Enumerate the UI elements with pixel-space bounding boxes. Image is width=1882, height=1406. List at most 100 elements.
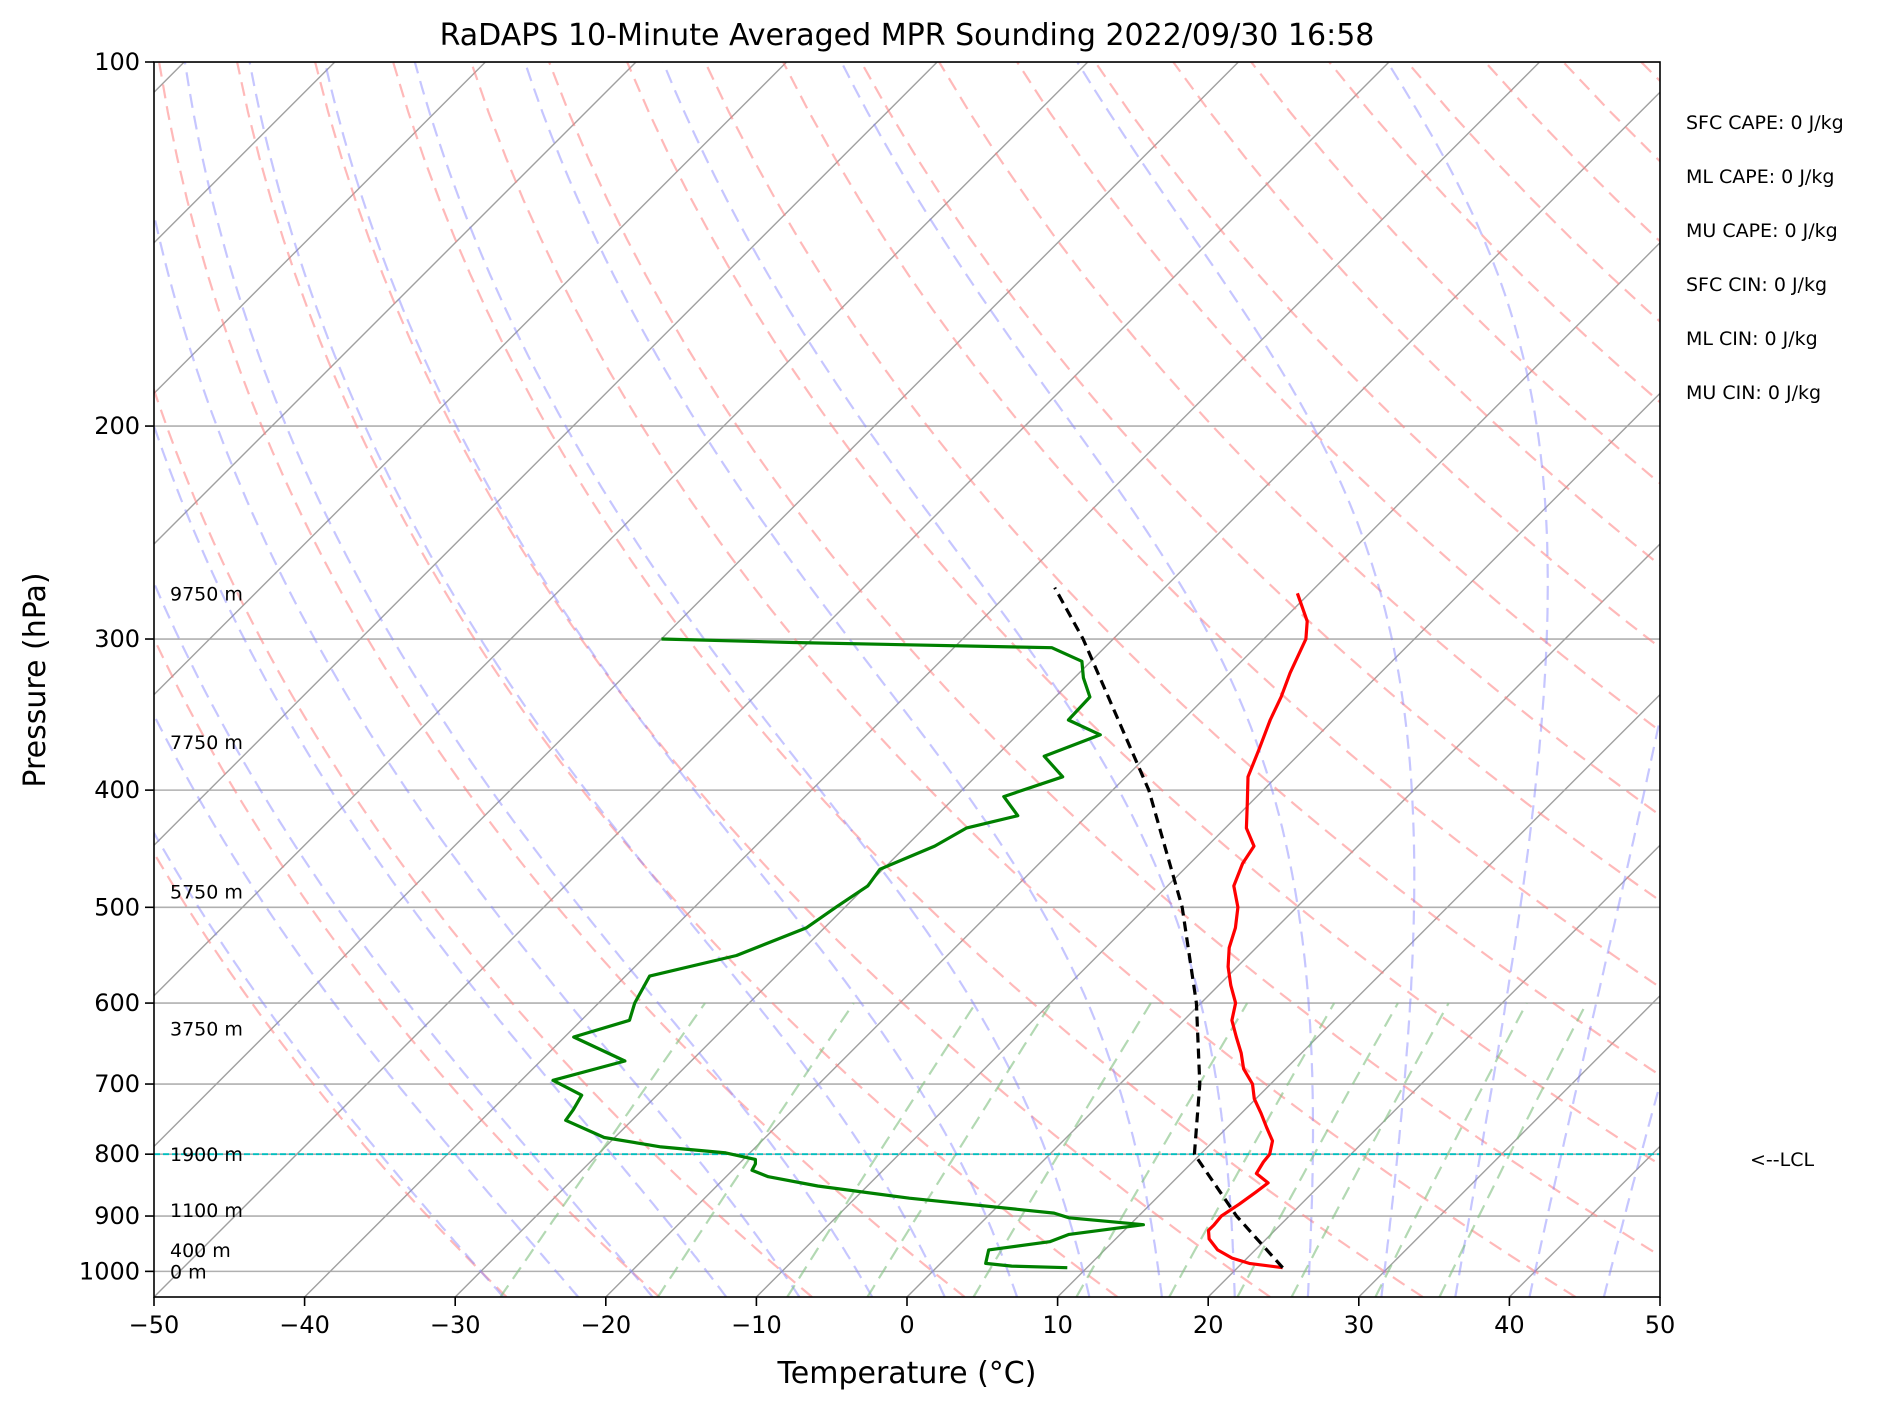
stability-index: ML CAPE: 0 J/kg (1686, 166, 1834, 188)
isotherm (605, 241, 1660, 1297)
mixing-ratio-line (656, 1002, 855, 1297)
lcl-label: <--LCL (1750, 1149, 1814, 1171)
x-tick-label: −40 (279, 1311, 330, 1339)
dry-adiabat (1562, 62, 1660, 163)
isotherm (1508, 1145, 1660, 1297)
x-tick-label: 0 (899, 1311, 914, 1339)
isotherm (154, 62, 788, 696)
mixing-ratio-line (1075, 1002, 1249, 1297)
dry-adiabat (548, 62, 1660, 1258)
isotherm (906, 543, 1660, 1297)
isotherm (755, 392, 1660, 1297)
x-axis: −50 −40 −30 −20 −10 0 10 20 30 40 50 (129, 1297, 1676, 1339)
moist-adiabat (248, 62, 946, 1297)
y-tick-label: 300 (94, 625, 140, 653)
y-tick-label: 900 (94, 1202, 140, 1230)
height-label: 7750 m (170, 732, 243, 754)
mixing-ratio-line (866, 1002, 1053, 1297)
dry-adiabat (1016, 62, 1660, 733)
dry-adiabat (860, 62, 1660, 903)
mixing-ratio-line (786, 1002, 977, 1297)
mixing-ratio-line (499, 1002, 706, 1297)
stability-index: SFC CAPE: 0 J/kg (1686, 112, 1844, 134)
isotherm (1057, 693, 1660, 1297)
mixing-ratio-line (1438, 1002, 1588, 1297)
isotherm (304, 62, 1541, 1297)
dry-adiabat (154, 635, 661, 1297)
y-axis: 100 200 300 400 500 600 700 800 900 1000 (79, 48, 154, 1285)
moist-adiabat (1076, 62, 1416, 1297)
height-label: 400 m (170, 1240, 231, 1262)
isotherm (154, 62, 1390, 1297)
mixing-ratio-line (1236, 1002, 1399, 1297)
temperature-line (1206, 592, 1309, 1270)
stability-index: ML CIN: 0 J/kg (1686, 328, 1818, 350)
moist-adiabat (1528, 713, 1660, 1297)
x-tick-label: −20 (580, 1311, 631, 1339)
height-label: 5750 m (170, 881, 243, 903)
y-tick-label: 100 (94, 48, 140, 76)
y-tick-label: 500 (94, 893, 140, 921)
x-tick-label: 40 (1494, 1311, 1525, 1339)
dry-adiabat (1875, 62, 1882, 1297)
moist-adiabat (413, 62, 1091, 1297)
isotherm (154, 62, 637, 545)
dry-adiabat (1172, 62, 1660, 567)
moist-adiabat (154, 712, 580, 1297)
isotherm (154, 62, 1089, 997)
dry-adiabat (154, 851, 508, 1297)
moist-adiabat (323, 62, 1019, 1297)
stability-indices: SFC CAPE: 0 J/kg ML CAPE: 0 J/kg MU CAPE: … (1686, 112, 1844, 404)
height-label: 1900 m (170, 1144, 243, 1166)
isotherm (154, 62, 938, 847)
y-tick-label: 700 (94, 1070, 140, 1098)
dry-adiabat (626, 62, 1660, 1166)
dry-adiabat (938, 62, 1660, 817)
height-label: 1100 m (170, 1200, 243, 1222)
x-tick-label: −10 (731, 1311, 782, 1339)
height-label: 9750 m (170, 583, 243, 605)
dry-adiabat (1250, 62, 1660, 485)
isotherm (1207, 844, 1660, 1297)
stability-index: SFC CIN: 0 J/kg (1686, 274, 1827, 296)
dry-adiabat (782, 62, 1660, 989)
isotherm (1358, 994, 1660, 1297)
dry-adiabat (1328, 62, 1660, 404)
isotherm (1811, 62, 1882, 1297)
x-tick-label: −50 (129, 1311, 180, 1339)
dry-adiabat (704, 62, 1660, 1077)
profile-lines (551, 586, 1309, 1270)
x-tick-label: 20 (1193, 1311, 1224, 1339)
mixing-ratio-line (1290, 1002, 1450, 1297)
y-tick-label: 200 (94, 412, 140, 440)
moist-adiabat (154, 210, 801, 1297)
mixing-ratio-line (972, 1002, 1152, 1297)
dry-adiabat (1406, 62, 1660, 323)
moist-adiabat (1386, 62, 1549, 1297)
y-tick-label: 800 (94, 1140, 140, 1168)
dry-adiabat (1797, 62, 1882, 1297)
y-axis-label: Pressure (hPa) (18, 572, 53, 787)
y-tick-label: 600 (94, 989, 140, 1017)
moist-adiabat (1602, 1079, 1660, 1297)
dry-adiabat (470, 62, 1577, 1297)
isotherm (154, 62, 1239, 1148)
x-tick-label: 30 (1344, 1311, 1375, 1339)
y-tick-label: 400 (94, 776, 140, 804)
x-tick-label: 10 (1042, 1311, 1073, 1339)
parcel-profile-line (1053, 586, 1284, 1269)
mixing-ratio-line (1374, 1002, 1528, 1297)
height-label: 3750 m (170, 1019, 243, 1041)
moist-adiabat (840, 62, 1315, 1297)
moist-adiabat (154, 830, 505, 1297)
moist-adiabat (154, 422, 728, 1297)
stability-index: MU CAPE: 0 J/kg (1686, 220, 1838, 242)
x-axis-label: Temperature (°C) (777, 1356, 1037, 1391)
isotherm (154, 62, 486, 395)
x-tick-label: 50 (1645, 1311, 1676, 1339)
moist-adiabat (154, 580, 654, 1297)
moist-adiabat (661, 62, 1236, 1297)
dry-adiabat (236, 62, 1119, 1297)
